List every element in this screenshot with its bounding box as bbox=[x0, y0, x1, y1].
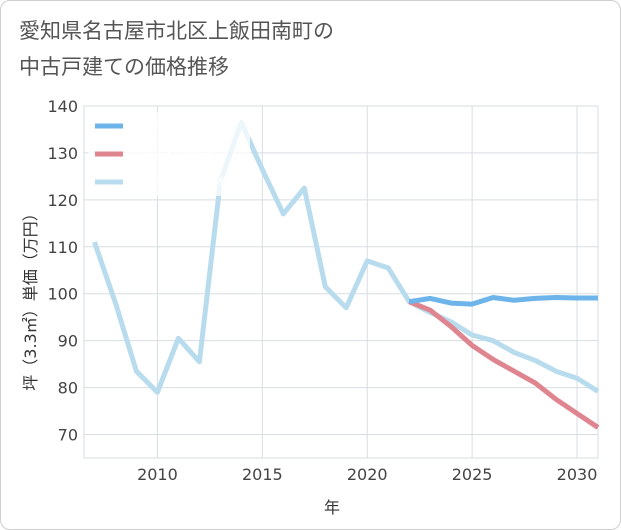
x-tick-label: 2015 bbox=[242, 465, 283, 484]
chart-title: 愛知県名古屋市北区上飯田南町の 中古戸建ての価格推移 bbox=[19, 13, 334, 85]
x-tick-label: 2025 bbox=[452, 465, 493, 484]
x-tick-label: 2010 bbox=[137, 465, 178, 484]
y-axis-label: 坪（3.3㎡）単価（万円） bbox=[21, 205, 40, 390]
y-tick-label: 90 bbox=[58, 332, 78, 351]
series-line-2 bbox=[408, 299, 600, 430]
x-axis-ticks: 2010 2015 2020 2025 2030 bbox=[137, 465, 597, 484]
y-tick-label: 130 bbox=[47, 144, 78, 163]
y-tick-label: 70 bbox=[58, 426, 78, 445]
y-tick-label: 110 bbox=[47, 238, 78, 257]
y-tick-label: 120 bbox=[47, 191, 78, 210]
y-axis-ticks: 70 80 90 100 110 120 130 140 bbox=[47, 97, 78, 445]
grid bbox=[83, 105, 599, 459]
legend-label: ノーマルシナリオ bbox=[130, 175, 226, 189]
legend-label: バッドシナリオ bbox=[130, 147, 214, 161]
x-tick-label: 2030 bbox=[557, 465, 598, 484]
series-lines bbox=[92, 119, 600, 430]
title-line-1: 愛知県名古屋市北区上飯田南町の bbox=[19, 19, 334, 43]
legend-label: グッドシナリオ bbox=[130, 119, 214, 133]
series-line-1 bbox=[408, 295, 598, 307]
series-line-3 bbox=[92, 119, 600, 395]
title-line-2: 中古戸建ての価格推移 bbox=[19, 55, 229, 79]
y-tick-label: 80 bbox=[58, 379, 78, 398]
x-axis-label: 年 bbox=[324, 498, 340, 517]
y-tick-label: 100 bbox=[47, 285, 78, 304]
y-tick-label: 140 bbox=[47, 97, 78, 116]
x-tick-label: 2020 bbox=[347, 465, 388, 484]
